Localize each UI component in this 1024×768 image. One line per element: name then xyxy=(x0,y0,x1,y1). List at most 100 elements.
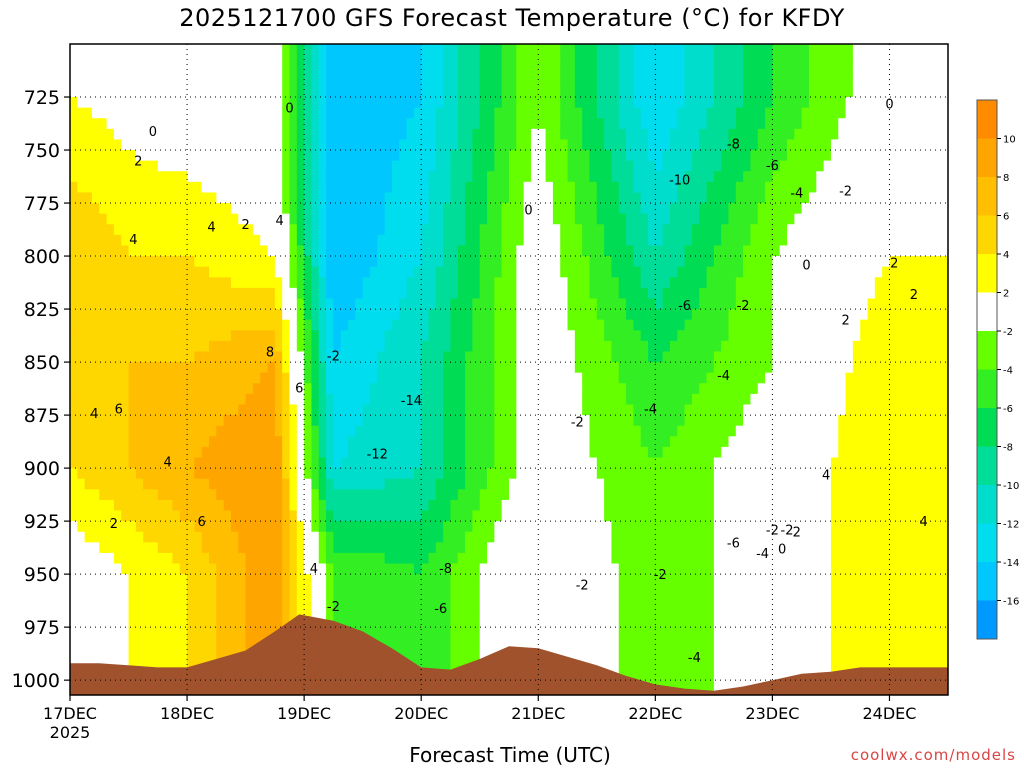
field-cell xyxy=(428,44,437,56)
field-cell xyxy=(223,574,232,586)
field-cell xyxy=(179,446,188,459)
field-cell xyxy=(340,97,349,109)
field-cell xyxy=(582,383,591,395)
field-cell xyxy=(545,330,554,342)
field-cell xyxy=(501,531,510,543)
field-cell xyxy=(596,584,605,596)
field-cell xyxy=(369,245,378,257)
field-cell xyxy=(113,372,122,384)
field-cell xyxy=(194,181,203,194)
field-cell xyxy=(530,393,539,406)
field-cell xyxy=(326,531,334,543)
field-cell xyxy=(450,171,459,183)
field-cell xyxy=(640,658,649,671)
field-cell xyxy=(77,627,86,639)
field-cell xyxy=(179,224,188,236)
field-cell xyxy=(421,616,430,628)
field-cell xyxy=(223,616,232,628)
field-cell xyxy=(157,457,166,469)
field-cell xyxy=(172,627,181,639)
field-cell xyxy=(487,605,495,618)
field-cell xyxy=(179,330,188,342)
field-cell xyxy=(604,627,613,639)
field-cell xyxy=(209,65,217,77)
field-cell xyxy=(391,256,400,268)
field-cell xyxy=(187,425,195,437)
field-cell xyxy=(545,75,554,88)
field-cell xyxy=(567,595,576,607)
field-cell xyxy=(194,383,203,395)
field-cell xyxy=(113,171,122,183)
field-cell xyxy=(187,595,195,607)
field-cell xyxy=(421,362,430,374)
field-cell xyxy=(640,277,649,289)
field-cell xyxy=(333,54,342,66)
field-cell xyxy=(121,107,130,119)
field-cell xyxy=(128,139,137,151)
field-cell xyxy=(209,478,217,490)
field-cell xyxy=(640,65,649,77)
field-cell xyxy=(487,128,495,141)
field-cell xyxy=(157,65,166,77)
field-cell xyxy=(640,595,649,607)
field-cell xyxy=(545,351,554,363)
field-cell xyxy=(421,468,430,480)
field-cell xyxy=(209,54,217,66)
field-cell xyxy=(267,245,276,257)
field-cell xyxy=(516,627,525,639)
field-cell xyxy=(574,234,583,247)
field-cell xyxy=(311,54,320,66)
field-cell xyxy=(99,383,108,395)
field-cell xyxy=(545,266,554,278)
field-cell xyxy=(187,605,195,618)
field-cell xyxy=(274,563,283,575)
field-cell xyxy=(501,192,510,204)
field-cell xyxy=(611,213,620,225)
field-cell xyxy=(552,139,561,151)
field-cell xyxy=(165,256,174,268)
field-cell xyxy=(260,499,269,512)
field-cell xyxy=(113,425,122,437)
field-cell xyxy=(333,256,342,268)
field-cell xyxy=(318,330,327,342)
field-cell xyxy=(538,627,547,639)
field-cell xyxy=(428,648,437,660)
field-cell xyxy=(457,224,466,236)
field-cell xyxy=(472,340,481,353)
field-cell xyxy=(523,224,532,236)
field-cell xyxy=(655,75,664,88)
field-cell xyxy=(611,446,620,459)
field-cell xyxy=(589,372,598,384)
field-cell xyxy=(391,203,400,215)
field-cell xyxy=(582,287,591,300)
field-cell xyxy=(552,128,561,141)
field-cell xyxy=(633,521,642,533)
field-cell xyxy=(362,499,371,512)
field-cell xyxy=(296,584,305,596)
field-cell xyxy=(106,54,115,66)
field-cell xyxy=(421,245,430,257)
field-cell xyxy=(194,521,203,533)
field-cell xyxy=(128,234,137,247)
field-cell xyxy=(135,107,144,119)
field-cell xyxy=(450,616,459,628)
field-cell xyxy=(348,256,356,268)
field-cell xyxy=(106,277,115,289)
field-cell xyxy=(179,192,188,204)
field-cell xyxy=(77,521,86,533)
field-cell xyxy=(487,340,495,353)
field-cell xyxy=(648,44,656,56)
field-cell xyxy=(611,648,620,660)
field-cell xyxy=(84,118,93,130)
field-cell xyxy=(362,245,371,257)
field-cell xyxy=(143,404,152,416)
field-cell xyxy=(369,531,378,543)
field-cell xyxy=(516,309,525,321)
field-cell xyxy=(70,595,78,607)
field-cell xyxy=(245,605,254,618)
field-cell xyxy=(355,65,364,77)
field-cell xyxy=(501,362,510,374)
field-cell xyxy=(435,616,444,628)
field-cell xyxy=(582,446,591,459)
field-cell xyxy=(245,150,254,162)
